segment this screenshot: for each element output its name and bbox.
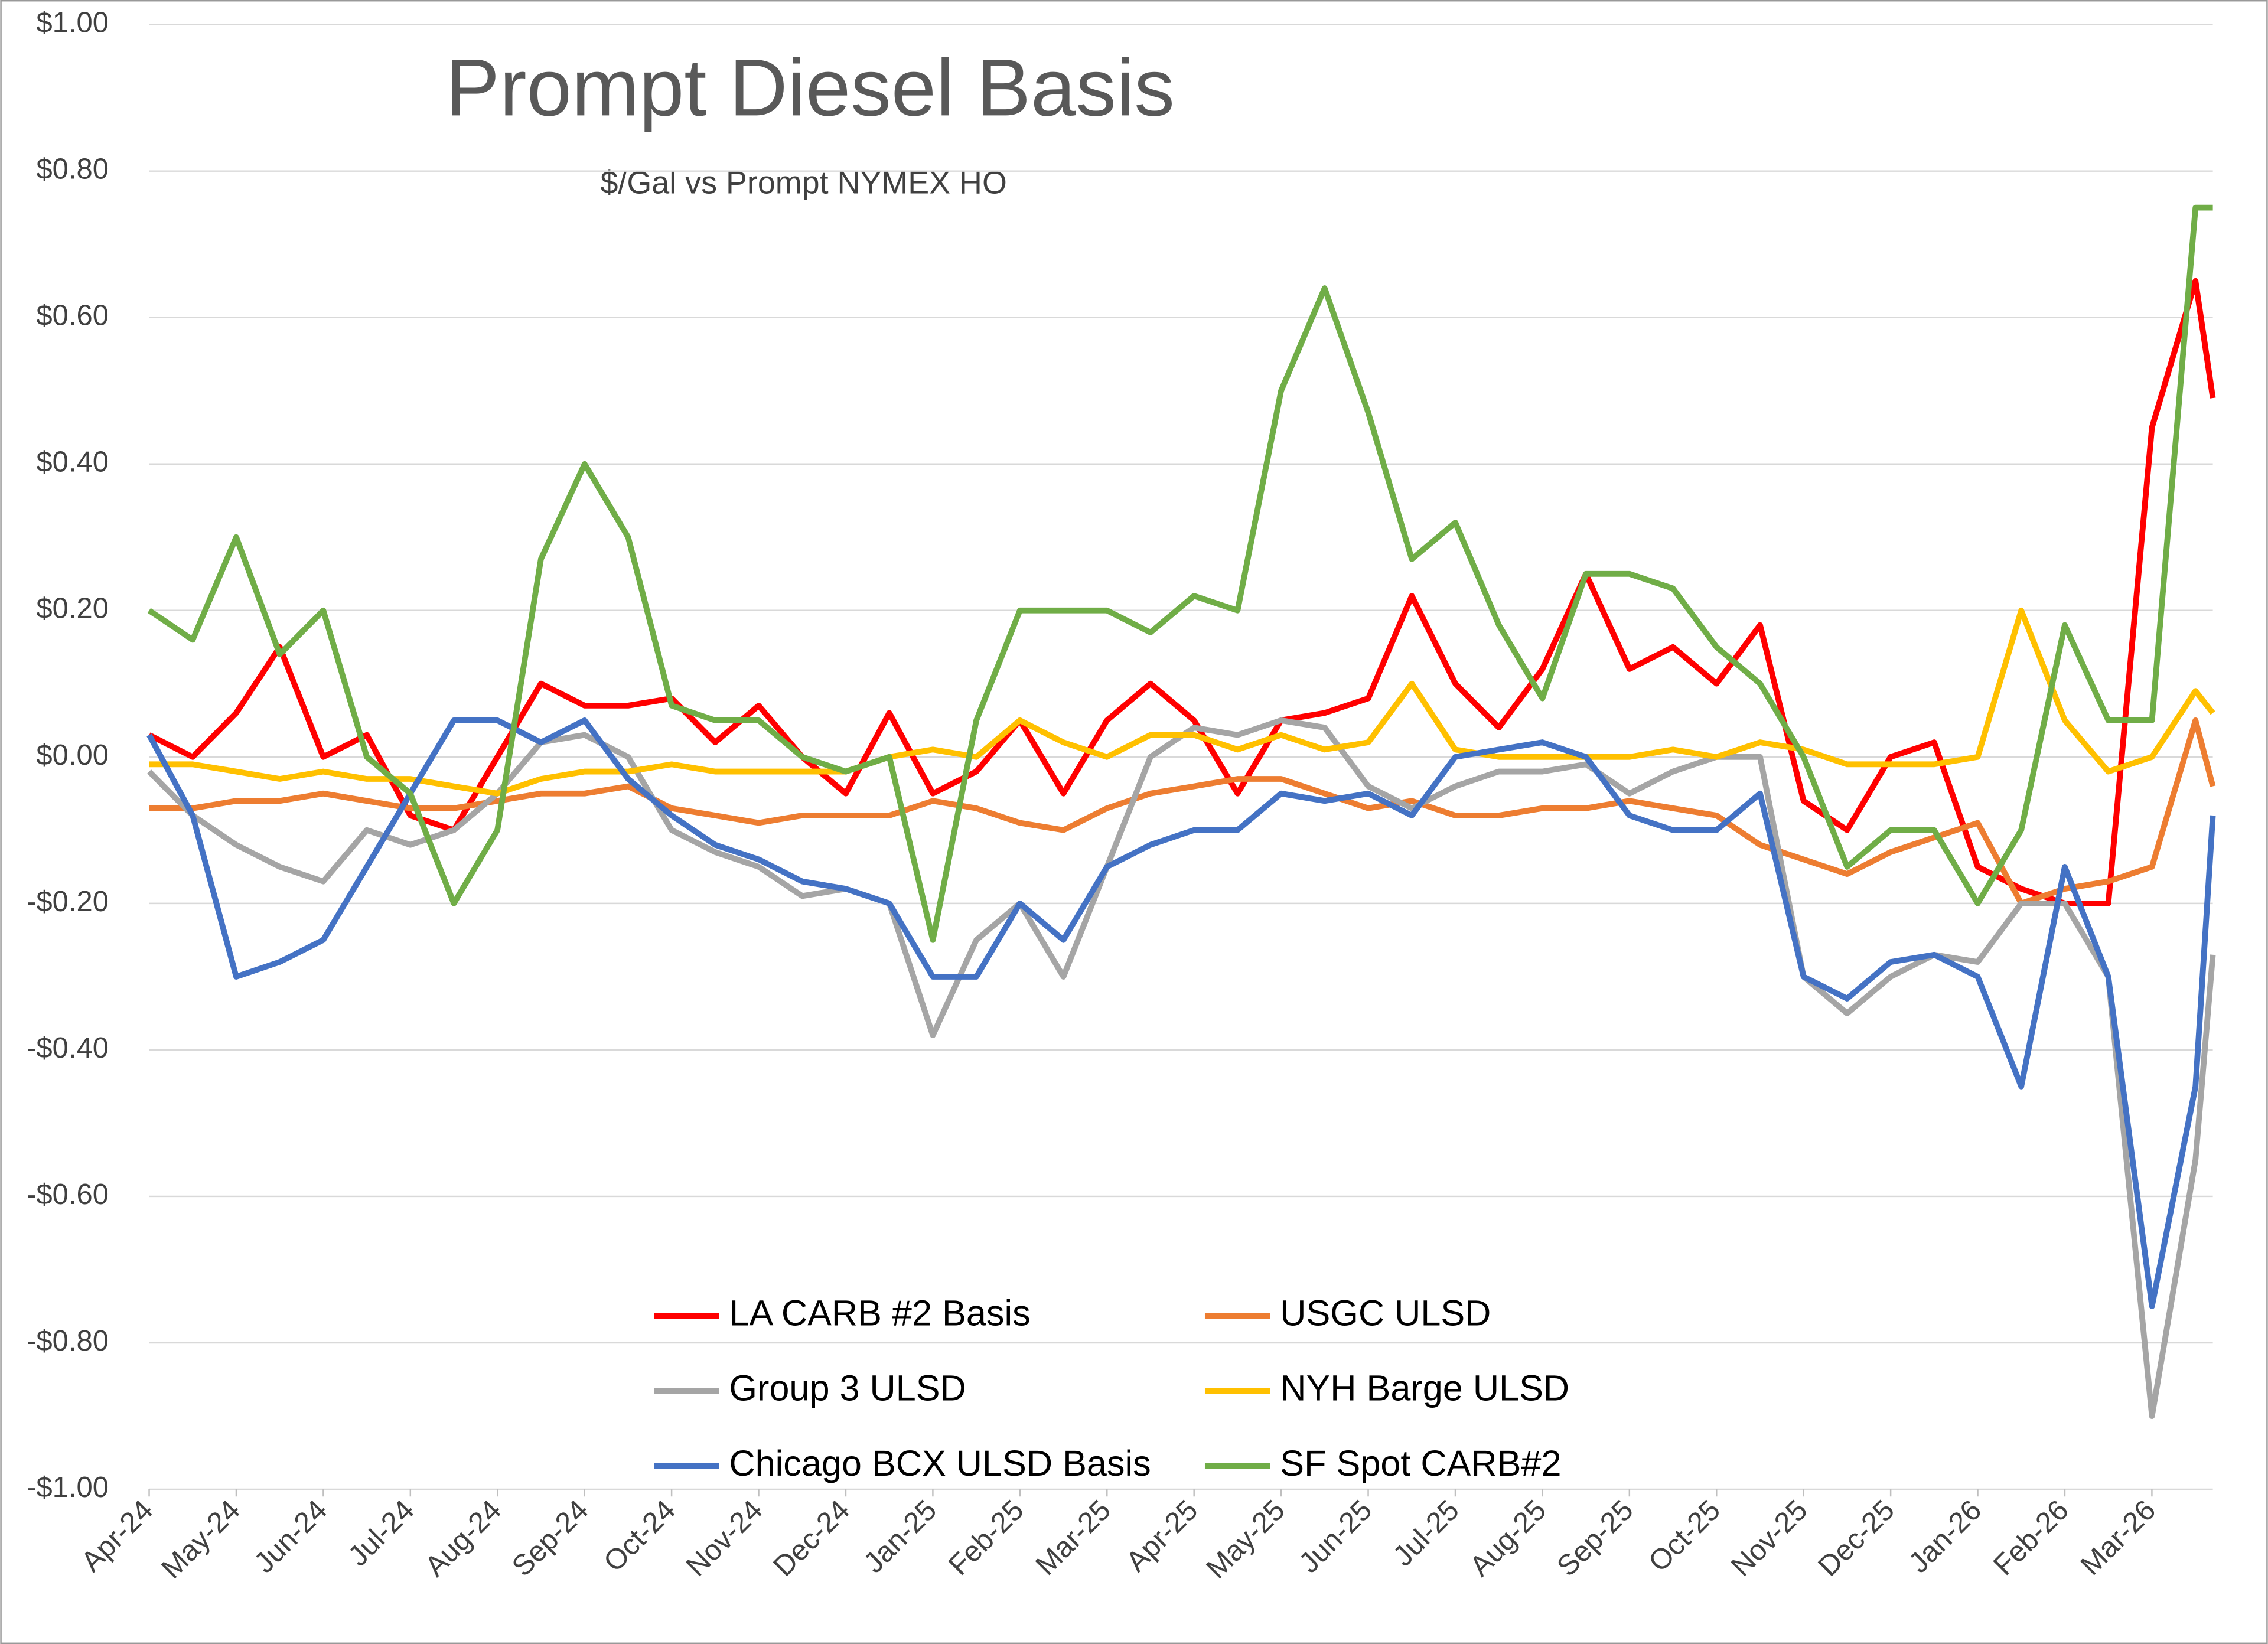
- legend-label: LA CARB #2 Basis: [729, 1293, 1030, 1333]
- y-tick-label: $1.00: [36, 7, 109, 39]
- series-line: [149, 717, 2216, 906]
- series-line: [147, 204, 2213, 943]
- y-tick-label: -$0.20: [27, 886, 109, 918]
- y-tick-label: $0.40: [36, 446, 109, 478]
- y-tick-label: $0.00: [36, 739, 109, 771]
- legend-label: Group 3 ULSD: [729, 1368, 966, 1408]
- y-tick-label: -$0.60: [27, 1179, 109, 1211]
- legend-label: USGC ULSD: [1280, 1293, 1491, 1333]
- series-line: [148, 278, 2216, 906]
- legend-label: Chicago BCX ULSD Basis: [729, 1443, 1151, 1483]
- y-tick-label: -$1.00: [27, 1472, 109, 1503]
- y-tick-label: -$0.40: [27, 1032, 109, 1064]
- y-tick-label: $0.80: [36, 154, 109, 185]
- legend-label: SF Spot CARB#2: [1280, 1443, 1561, 1483]
- y-tick-label: $0.60: [36, 300, 109, 332]
- legend-label: NYH Barge ULSD: [1280, 1368, 1569, 1408]
- y-tick-label: -$0.80: [27, 1325, 109, 1357]
- y-tick-label: $0.20: [36, 593, 109, 625]
- series-line: [146, 717, 2216, 1309]
- chart-title: Prompt Diesel Basis: [445, 43, 1174, 133]
- series-line: [149, 607, 2215, 797]
